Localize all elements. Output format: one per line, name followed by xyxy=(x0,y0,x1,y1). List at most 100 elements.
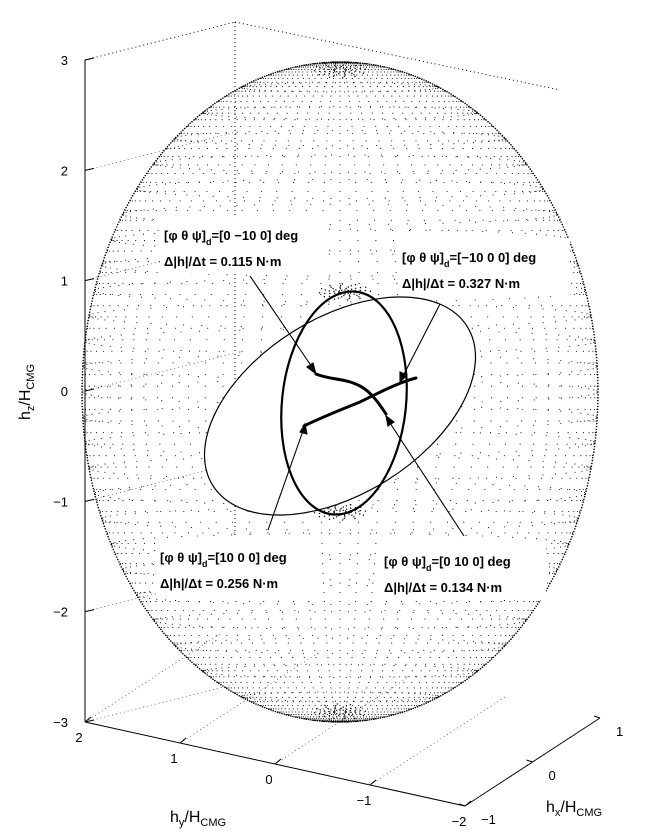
surface-dot xyxy=(301,681,303,684)
surface-dot xyxy=(87,339,89,341)
surface-dot xyxy=(94,408,96,411)
surface-dot xyxy=(396,293,399,296)
surface-dot xyxy=(576,265,578,267)
surface-dot xyxy=(134,209,136,212)
surface-dot xyxy=(358,63,360,65)
surface-dot xyxy=(308,105,310,108)
surface-dot xyxy=(139,190,141,192)
surface-dot xyxy=(96,293,98,296)
surface-dot xyxy=(195,119,197,121)
surface-dot xyxy=(396,704,398,707)
surface-dot xyxy=(506,219,509,221)
surface-dot xyxy=(381,704,383,707)
surface-dot xyxy=(376,696,378,698)
surface-dot xyxy=(333,74,335,76)
surface-dot xyxy=(317,670,319,672)
surface-dot xyxy=(347,154,349,156)
surface-dot xyxy=(345,62,347,64)
surface-dot xyxy=(357,229,359,231)
surface-dot xyxy=(393,71,395,73)
surface-dot xyxy=(380,154,382,156)
surface-dot xyxy=(327,125,329,127)
surface-dot xyxy=(134,510,136,513)
surface-dot xyxy=(554,321,557,323)
surface-dot xyxy=(458,681,460,684)
surface-dot xyxy=(515,219,517,221)
surface-dot xyxy=(278,74,280,76)
surface-dot xyxy=(202,609,204,612)
surface-dot xyxy=(397,81,399,83)
surface-dot xyxy=(272,204,274,206)
surface-dot xyxy=(462,634,464,636)
surface-dot xyxy=(131,409,133,411)
surface-dot xyxy=(481,116,484,118)
surface-dot xyxy=(339,125,341,127)
surface-dot xyxy=(326,714,328,716)
surface-dot xyxy=(465,230,467,232)
surface-dot xyxy=(591,322,594,325)
surface-dot xyxy=(339,718,341,720)
surface-dot xyxy=(291,711,293,713)
surface-dot xyxy=(321,553,323,555)
surface-dot xyxy=(282,86,284,88)
surface-dot xyxy=(210,601,212,603)
surface-dot xyxy=(383,164,385,166)
surface-dot xyxy=(160,455,162,457)
surface-dot xyxy=(117,305,119,307)
surface-dot xyxy=(339,634,341,636)
surface-dot xyxy=(94,286,97,289)
surface-dot xyxy=(447,657,449,659)
surface-dot xyxy=(533,383,535,385)
surface-dot xyxy=(276,711,278,713)
surface-dot xyxy=(263,81,265,83)
surface-dot xyxy=(169,640,172,642)
surface-dot xyxy=(527,609,529,612)
surface-dot xyxy=(352,642,354,644)
surface-dot xyxy=(576,477,578,479)
surface-dot xyxy=(400,711,402,713)
surface-dot xyxy=(349,223,351,225)
surface-dot xyxy=(276,197,278,199)
surface-dot xyxy=(352,82,354,84)
surface-dot xyxy=(237,634,239,636)
surface-dot xyxy=(190,125,192,127)
surface-dot xyxy=(226,687,228,689)
surface-dot xyxy=(281,701,283,703)
surface-dot xyxy=(339,609,341,612)
surface-dot xyxy=(333,105,335,107)
surface-dot xyxy=(194,117,197,120)
surface-dot xyxy=(411,112,413,114)
surface-dot xyxy=(493,140,495,142)
surface-dot xyxy=(248,144,250,146)
surface-dot xyxy=(472,443,474,445)
surface-dot xyxy=(460,681,462,684)
surface-dot xyxy=(592,451,595,453)
surface-dot xyxy=(317,82,319,84)
surface-dot xyxy=(317,145,319,147)
surface-dot xyxy=(167,634,169,636)
surface-dot xyxy=(157,385,159,387)
surface-dot xyxy=(506,408,508,411)
surface-dot xyxy=(350,718,352,720)
surface-dot xyxy=(521,373,523,376)
surface-dot xyxy=(417,190,419,193)
surface-dot xyxy=(115,226,118,228)
surface-dot xyxy=(562,226,565,228)
surface-dot xyxy=(129,293,131,296)
surface-dot xyxy=(406,72,408,74)
surface-dot xyxy=(85,328,88,330)
surface-dot xyxy=(383,68,385,70)
surface-dot xyxy=(219,190,221,193)
surface-dot xyxy=(586,317,588,319)
surface-dot xyxy=(176,647,179,650)
surface-dot xyxy=(118,410,120,412)
surface-dot xyxy=(424,89,426,91)
surface-dot xyxy=(411,681,413,684)
surface-dot xyxy=(375,657,377,659)
surface-dot xyxy=(163,207,165,209)
surface-dot xyxy=(300,305,302,307)
surface-dot xyxy=(549,200,551,202)
surface-dot xyxy=(358,500,360,502)
surface-dot xyxy=(125,563,127,565)
surface-dot xyxy=(274,200,276,202)
